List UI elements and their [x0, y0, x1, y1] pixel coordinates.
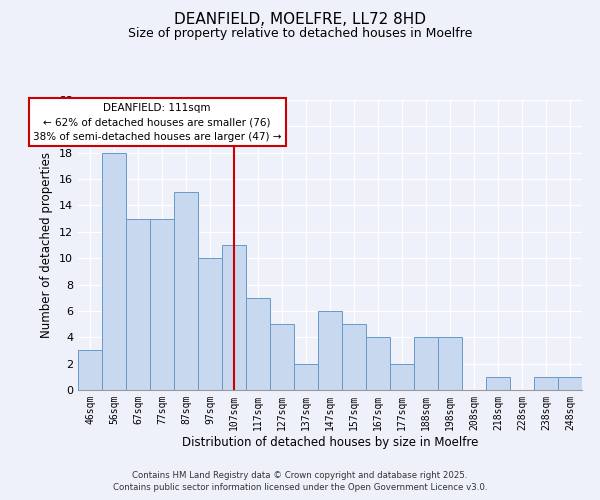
Bar [295, 364, 317, 390]
Bar [151, 218, 173, 390]
Bar [127, 218, 149, 390]
Bar [367, 338, 389, 390]
Bar [199, 258, 221, 390]
Bar [271, 324, 293, 390]
Bar [79, 350, 101, 390]
X-axis label: Distribution of detached houses by size in Moelfre: Distribution of detached houses by size … [182, 436, 478, 448]
Bar [223, 245, 245, 390]
Text: DEANFIELD, MOELFRE, LL72 8HD: DEANFIELD, MOELFRE, LL72 8HD [174, 12, 426, 28]
Text: DEANFIELD: 111sqm
← 62% of detached houses are smaller (76)
38% of semi-detached: DEANFIELD: 111sqm ← 62% of detached hous… [33, 102, 281, 142]
Text: Size of property relative to detached houses in Moelfre: Size of property relative to detached ho… [128, 28, 472, 40]
Bar [103, 152, 125, 390]
Y-axis label: Number of detached properties: Number of detached properties [40, 152, 53, 338]
Bar [415, 338, 437, 390]
Bar [343, 324, 365, 390]
Bar [535, 377, 557, 390]
Bar [559, 377, 581, 390]
Bar [487, 377, 509, 390]
Text: Contains HM Land Registry data © Crown copyright and database right 2025.
Contai: Contains HM Land Registry data © Crown c… [113, 471, 487, 492]
Bar [391, 364, 413, 390]
Bar [247, 298, 269, 390]
Bar [319, 311, 341, 390]
Bar [175, 192, 197, 390]
Bar [439, 338, 461, 390]
